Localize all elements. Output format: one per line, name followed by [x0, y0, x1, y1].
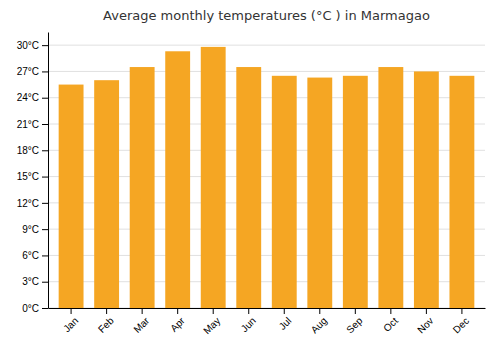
- x-tick-label: Feb: [96, 315, 116, 335]
- y-tick: 27°C: [17, 66, 48, 77]
- x-tick-mark: [355, 308, 356, 314]
- y-tick-mark: [42, 45, 48, 46]
- y-tick-mark: [42, 150, 48, 151]
- x-tick: Mar: [131, 308, 151, 335]
- bar: [130, 67, 155, 308]
- bar: [236, 67, 261, 308]
- y-tick-mark: [42, 229, 48, 230]
- grid: [48, 45, 485, 308]
- bar: [414, 71, 439, 308]
- y-tick-mark: [42, 255, 48, 256]
- x-tick: Jan: [61, 308, 80, 334]
- bar: [343, 76, 368, 308]
- bar: [307, 78, 332, 308]
- x-tick: Nov: [415, 308, 435, 335]
- x-tick-mark: [213, 308, 214, 314]
- x-tick-label: Dec: [451, 315, 471, 335]
- y-tick-label: 15°C: [17, 171, 39, 182]
- y-tick-label: 12°C: [17, 198, 39, 209]
- x-tick: Jun: [239, 308, 258, 334]
- y-tick-label: 0°C: [22, 303, 39, 314]
- x-tick-mark: [177, 308, 178, 314]
- y-tick-label: 6°C: [22, 250, 39, 261]
- y-tick-mark: [42, 282, 48, 283]
- x-tick-mark: [142, 308, 143, 314]
- y-tick-label: 21°C: [17, 119, 39, 130]
- y-tick: 15°C: [17, 171, 48, 182]
- y-tick: 6°C: [22, 250, 48, 261]
- bar: [94, 80, 119, 308]
- y-axis: 0°C 3°C 6°C 9°C 12°C 15°C 18°C 21°C 24°C 27°C 30°C: [17, 33, 49, 314]
- x-tick-mark: [461, 308, 462, 314]
- y-tick-label: 9°C: [22, 224, 39, 235]
- x-tick: Oct: [381, 308, 400, 334]
- x-tick-label: Jan: [61, 315, 80, 334]
- x-tick-label: Apr: [168, 315, 187, 334]
- x-tick-label: Sep: [344, 315, 365, 336]
- x-tick-mark: [284, 308, 285, 314]
- y-tick: 12°C: [17, 198, 48, 209]
- x-tick-label: Oct: [381, 315, 400, 334]
- title: Average monthly temperatures (°C ) in Ma…: [103, 8, 430, 23]
- x-tick: Dec: [451, 308, 471, 335]
- y-tick: 30°C: [17, 40, 48, 51]
- y-tick: 18°C: [17, 145, 48, 156]
- chart: 0°C 3°C 6°C 9°C 12°C 15°C 18°C 21°C 24°C 27°C 30°C…: [0, 0, 500, 350]
- y-tick-mark: [42, 71, 48, 72]
- x-tick-label: Jul: [277, 315, 294, 332]
- y-tick: 9°C: [22, 224, 48, 235]
- x-tick: Apr: [168, 308, 187, 334]
- y-tick-mark: [42, 177, 48, 178]
- bar: [165, 51, 190, 308]
- axis-line: [49, 308, 486, 309]
- y-tick-mark: [42, 308, 48, 309]
- x-tick-label: Mar: [131, 315, 151, 335]
- grid-line: [48, 45, 485, 46]
- bars: [59, 47, 475, 308]
- x-tick: Aug: [309, 308, 329, 335]
- y-tick: 3°C: [22, 276, 48, 287]
- x-tick-label: Aug: [309, 315, 329, 335]
- y-tick-label: 27°C: [17, 66, 39, 77]
- bar: [272, 76, 297, 308]
- axis-line: [48, 33, 49, 309]
- x-axis: Jan Feb Mar Apr May Jun Jul Aug Sep Oct Nov Dec: [49, 308, 486, 336]
- x-tick: Sep: [344, 308, 365, 335]
- x-tick-mark: [426, 308, 427, 314]
- x-tick-mark: [71, 308, 72, 314]
- x-tick-mark: [319, 308, 320, 314]
- x-tick-mark: [390, 308, 391, 314]
- y-tick-label: 3°C: [22, 276, 39, 287]
- y-tick-label: 18°C: [17, 145, 39, 156]
- x-tick: Jul: [277, 308, 294, 332]
- x-tick-mark: [248, 308, 249, 314]
- y-tick-label: 30°C: [17, 40, 39, 51]
- x-tick-label: Nov: [415, 315, 435, 335]
- x-tick-label: May: [201, 315, 222, 336]
- y-tick: 0°C: [22, 303, 48, 314]
- y-tick-mark: [42, 98, 48, 99]
- plot: 0°C 3°C 6°C 9°C 12°C 15°C 18°C 21°C 24°C 27°C 30°C…: [17, 33, 486, 337]
- bar: [449, 76, 474, 308]
- x-tick-label: Jun: [239, 315, 258, 334]
- y-tick-mark: [42, 203, 48, 204]
- x-tick: Feb: [96, 308, 116, 335]
- y-tick: 21°C: [17, 119, 48, 130]
- y-tick: 24°C: [17, 92, 48, 103]
- bar: [201, 47, 226, 308]
- bar: [378, 67, 403, 308]
- bar: [59, 85, 84, 308]
- x-tick: May: [201, 308, 222, 336]
- x-tick-mark: [106, 308, 107, 314]
- y-tick-mark: [42, 124, 48, 125]
- y-tick-label: 24°C: [17, 92, 39, 103]
